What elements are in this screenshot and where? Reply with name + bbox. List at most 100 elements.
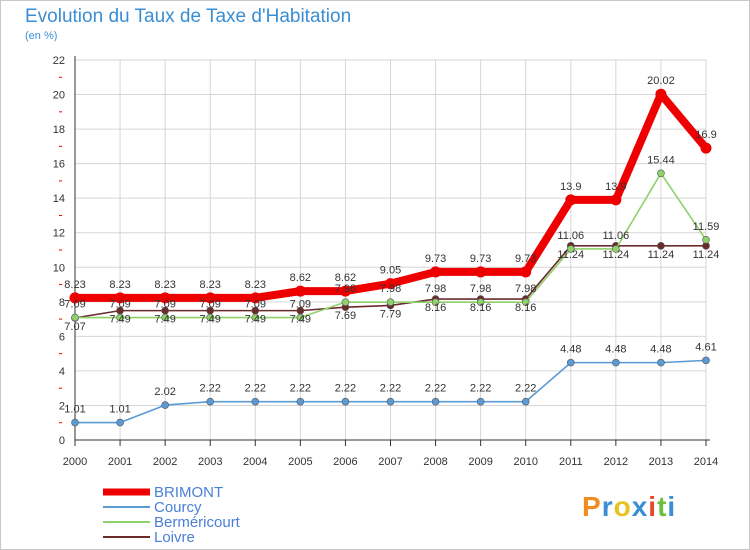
data-point [475,266,487,278]
data-label: 7.69 [335,310,356,322]
data-point [206,397,215,406]
x-tick-label: 2011 [559,456,583,468]
data-point [249,292,261,304]
x-tick-label: 2001 [108,456,132,468]
data-label: 8.62 [290,272,311,284]
data-point [294,285,306,297]
data-label: 9.73 [470,253,491,265]
y-tick-label: 12 [53,228,65,240]
data-label: 8.23 [245,279,266,291]
x-tick-label: 2010 [513,456,537,468]
data-point [206,313,215,322]
data-point [521,397,530,406]
data-label: 8.16 [470,302,491,314]
data-point [521,298,530,306]
data-label-layer: 8.23 8.23 8.23 8.23 8.23 8.62 8.62 9.05 9.73 9.73… [64,75,719,415]
data-label: 13.9 [560,181,581,193]
chart-title: Evolution du Taux de Taxe d'Habitation [25,6,352,27]
x-tick-label: 2006 [333,456,357,468]
x-tick-label: 2013 [649,456,673,468]
y-tick-label: 4 [59,366,65,378]
y-tick-label: 0 [59,435,65,447]
data-label: 7.98 [425,283,446,295]
data-label: 8.23 [109,279,130,291]
data-point [476,298,485,306]
data-label: 2.22 [425,383,446,395]
data-point [386,298,395,306]
data-label: 7.09 [64,299,85,311]
y-tick-label: 20 [53,90,65,102]
data-point [655,88,667,100]
data-point [566,245,575,253]
x-tick-label: 2014 [694,456,718,468]
x-tick-label: 2000 [63,456,87,468]
data-label: 2.22 [380,383,401,395]
legend-label-loivre: Loivre [154,529,195,546]
data-label: 7.49 [154,314,175,326]
data-label: 7.09 [245,299,266,311]
axis-layer: 0 2 4 6 8 10 12 14 16 18 20 22 2000 2001 2002 2003 2004 2… [53,55,718,468]
data-label: 7.49 [109,314,130,326]
x-tick-label: 2004 [243,456,267,468]
x-tick-label: 2002 [153,456,177,468]
data-label: 7.49 [245,314,266,326]
data-label: 13.9 [605,181,626,193]
y-tick-label: 2 [59,400,65,412]
data-label: 7.09 [154,299,175,311]
data-label: 11.59 [693,221,720,233]
data-label: 4.48 [605,344,626,356]
y-tick-label: 8 [59,297,65,309]
data-label: 9.73 [515,253,536,265]
data-label: 2.22 [200,383,221,395]
legend-label-berméricourt: Berméricourt [154,514,241,531]
y-tick-label: 10 [53,262,65,274]
data-point [296,313,305,322]
data-label: 7.49 [290,314,311,326]
grid-layer [74,59,707,441]
data-label: 11.24 [557,249,584,261]
data-label: 2.22 [335,383,356,395]
y-tick-label: 16 [53,159,65,171]
data-label: 1.01 [109,404,130,416]
data-label: 7.09 [200,299,221,311]
data-point [612,245,620,253]
data-label: 8.16 [425,302,446,314]
data-point [161,313,169,322]
x-tick-label: 2003 [198,456,222,468]
y-tick-label: 6 [59,331,65,343]
data-label: 2.22 [470,383,491,395]
data-label: 8.16 [515,302,536,314]
data-label: 1.01 [64,404,85,416]
data-point [341,397,350,406]
data-label: 9.73 [425,253,446,265]
data-label: 16.9 [695,129,716,141]
data-point [431,397,440,406]
x-tick-label: 2005 [288,456,312,468]
data-point [700,142,712,154]
data-point [476,397,485,406]
data-label: 7.98 [515,283,536,295]
data-point [702,236,710,244]
proxiti-logo: Proxiti [582,491,677,522]
data-label: 7.98 [380,283,401,295]
data-label: 8.23 [154,279,175,291]
x-tick-label: 2008 [423,456,447,468]
data-label: 8.23 [200,279,221,291]
data-point [657,358,665,367]
data-point [431,298,440,306]
data-label: 9.05 [380,265,401,277]
data-label: 11.24 [648,249,675,261]
data-point [159,292,171,304]
data-label: 8.62 [335,272,356,284]
data-point [114,292,126,304]
data-point [71,418,79,427]
data-point [430,266,442,278]
data-point [702,356,710,365]
data-label: 7.09 [290,299,311,311]
data-point [339,285,351,297]
chart-subtitle: (en %) [25,30,58,42]
data-label: 2.02 [154,386,175,398]
data-point [612,358,620,367]
